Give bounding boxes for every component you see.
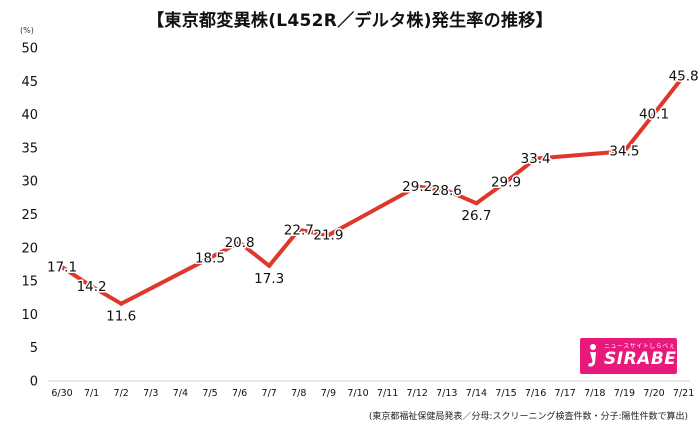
data-point (326, 232, 331, 238)
x-tick-label: 7/10 (347, 388, 368, 399)
data-point (415, 184, 420, 189)
x-tick-label: 7/7 (262, 388, 277, 399)
data-point (267, 263, 272, 268)
x-tick-label: 7/12 (407, 388, 428, 399)
data-point (89, 284, 94, 289)
x-tick-label: 7/19 (614, 388, 635, 399)
x-tick-label: 7/9 (321, 388, 336, 399)
logo-tagline: ニュースサイトしらべぇ (604, 343, 676, 350)
y-tick-label: 40 (21, 108, 38, 123)
source-note: (東京都福祉保健局発表／分母:スクリーニング検査件数・分子:陽性件数で算出) (368, 412, 688, 422)
y-tick-label: 5 (30, 341, 38, 356)
x-tick-label: 7/3 (143, 388, 158, 399)
y-tick-label: 30 (21, 175, 38, 190)
data-point (533, 156, 538, 161)
y-tick-label: 25 (21, 208, 38, 223)
data-label: 11.6 (106, 309, 136, 325)
y-axis-unit: (%) (20, 26, 34, 35)
data-label: 29.2 (402, 179, 432, 195)
chart-title: 【東京都変異株(L452R／デルタ株)発生率の推移】 (147, 11, 553, 31)
data-point (622, 149, 627, 154)
y-tick-label: 20 (21, 241, 38, 256)
data-point (237, 240, 242, 245)
data-point (681, 73, 686, 79)
x-tick-label: 7/11 (377, 388, 398, 399)
x-tick-label: 7/5 (202, 388, 217, 399)
x-tick-label: 7/4 (173, 388, 188, 399)
data-label: 17.3 (254, 271, 284, 287)
x-tick-label: 7/18 (584, 388, 605, 399)
data-point (207, 255, 213, 260)
sirabee-logo: ニュースサイトしらべぇ SIRABEE (580, 338, 677, 374)
logo-mark-icon (588, 344, 596, 367)
series-line (60, 74, 686, 306)
y-tick-label: 0 (30, 375, 38, 390)
y-tick-label: 15 (21, 275, 38, 290)
data-label: 21.9 (313, 228, 343, 244)
data-label: 29.9 (491, 174, 521, 190)
y-tick-label: 50 (21, 42, 38, 57)
data-label: 17.1 (47, 260, 77, 276)
logo-wordmark: SIRABEE (604, 349, 677, 369)
data-label: 14.2 (77, 279, 107, 295)
x-tick-label: 7/15 (495, 388, 516, 399)
data-point (503, 179, 509, 185)
x-tick-label: 7/2 (114, 388, 129, 399)
y-tick-label: 45 (21, 75, 38, 90)
x-tick-label: 7/17 (555, 388, 576, 399)
data-point (474, 200, 479, 206)
x-tick-label: 7/13 (436, 388, 457, 399)
x-tick-label: 6/30 (51, 388, 72, 399)
data-point (119, 301, 124, 306)
x-tick-label: 7/21 (673, 388, 694, 399)
data-label: 18.5 (195, 250, 225, 266)
x-tick-label: 7/20 (643, 388, 664, 399)
data-point (59, 264, 65, 270)
data-label: 26.7 (461, 208, 491, 224)
y-tick-label: 10 (21, 308, 38, 323)
data-label: 28.6 (432, 183, 462, 199)
x-tick-label: 7/16 (525, 388, 546, 399)
data-label: 20.8 (225, 235, 255, 251)
data-point (296, 227, 301, 233)
x-tick-label: 7/1 (84, 388, 99, 399)
data-point (444, 188, 449, 193)
data-label: 34.5 (609, 144, 639, 160)
x-tick-label: 7/8 (291, 388, 306, 399)
data-label: 40.1 (639, 106, 669, 122)
data-label: 33.4 (521, 151, 551, 167)
x-tick-label: 7/6 (232, 388, 247, 399)
data-point (651, 111, 657, 117)
data-label: 22.7 (284, 222, 314, 238)
y-tick-label: 35 (21, 141, 38, 156)
x-tick-label: 7/14 (466, 388, 487, 399)
data-label: 45.8 (669, 68, 699, 84)
